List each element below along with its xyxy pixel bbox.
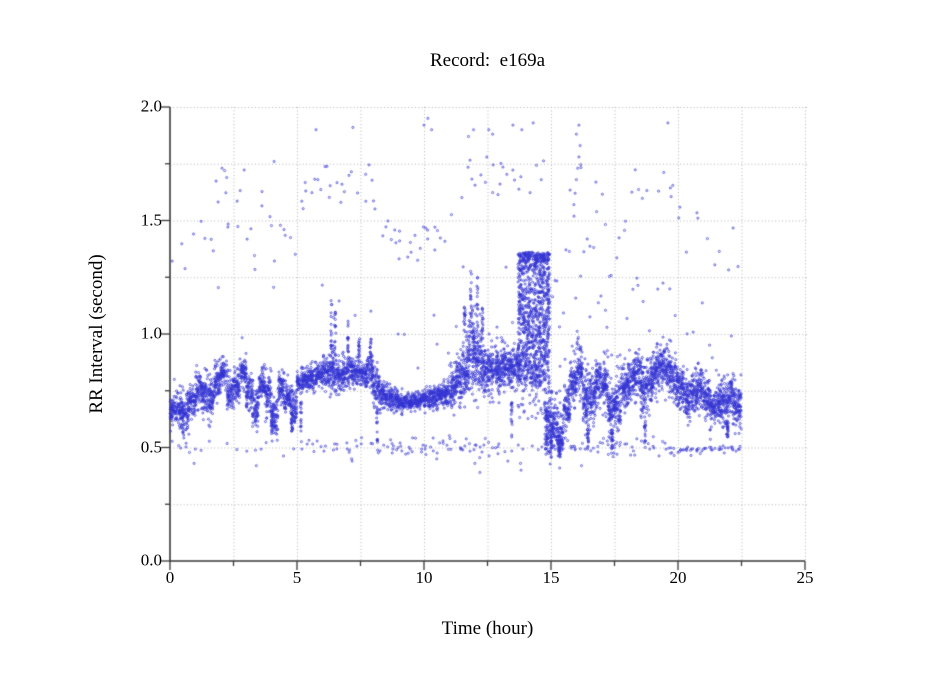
y-tick-label: 0.0 — [140, 550, 162, 570]
y-tick-label: 0.5 — [140, 437, 162, 457]
x-tick-label: 0 — [165, 568, 175, 587]
x-tick-label: 5 — [292, 568, 302, 587]
x-tick-label: 25 — [796, 568, 814, 587]
y-tick-label: 1.5 — [140, 210, 162, 230]
x-tick-label: 15 — [542, 568, 560, 587]
x-tick-label: 10 — [415, 568, 433, 587]
x-tick-label: 20 — [669, 568, 687, 587]
y-tick-label: 1.0 — [140, 323, 162, 343]
y-tick-label: 2.0 — [140, 96, 162, 116]
y-axis-label: RR Interval (second) — [86, 254, 107, 414]
x-axis-label: Time (hour) — [441, 618, 534, 639]
chart-title: Record: e169a — [429, 50, 545, 71]
